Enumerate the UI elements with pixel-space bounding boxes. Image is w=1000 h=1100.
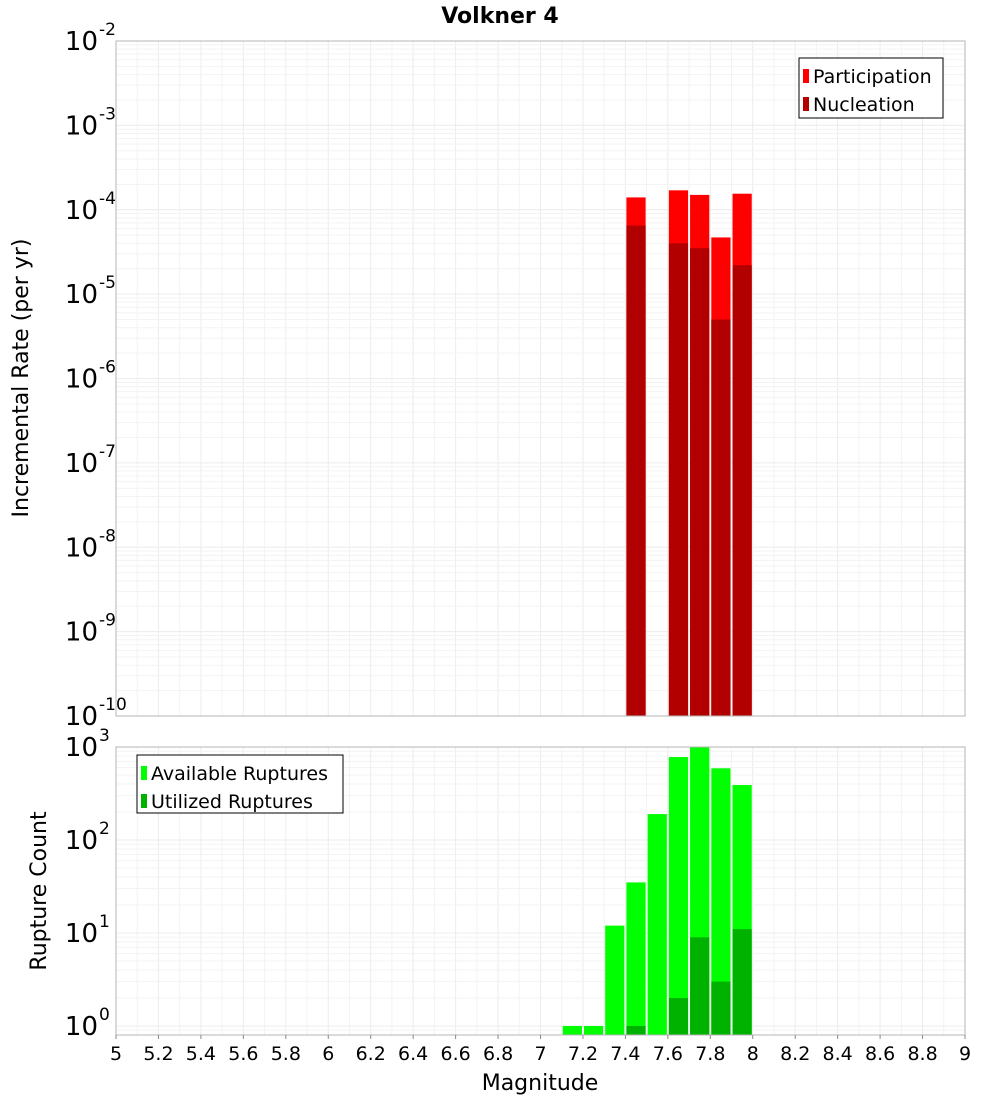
y-tick-label: 10 bbox=[65, 196, 98, 226]
x-tick-label: 6.8 bbox=[483, 1043, 513, 1065]
y-tick-label: 10 bbox=[65, 1012, 98, 1042]
x-tick-label: 7.6 bbox=[653, 1043, 683, 1065]
y-tick-exponent: -5 bbox=[99, 273, 116, 293]
x-tick-label: 7 bbox=[534, 1043, 546, 1065]
bar-utilized-ruptures bbox=[711, 981, 731, 1035]
bar-nucleation bbox=[732, 265, 752, 716]
x-tick-label: 6.6 bbox=[440, 1043, 470, 1065]
bar-nucleation bbox=[711, 319, 731, 716]
bar-nucleation bbox=[690, 248, 710, 717]
x-tick-label: 7.8 bbox=[695, 1043, 725, 1065]
y-tick-exponent: -8 bbox=[99, 526, 116, 546]
bar-utilized-ruptures bbox=[668, 997, 689, 1035]
legend-swatch bbox=[141, 794, 147, 808]
bar-available-ruptures bbox=[562, 1025, 582, 1035]
y-tick-exponent: 0 bbox=[99, 1005, 110, 1025]
bar-available-ruptures bbox=[626, 882, 646, 1035]
legend-box bbox=[798, 57, 944, 119]
legend-swatch bbox=[803, 97, 809, 111]
bar-available-ruptures bbox=[711, 768, 731, 1035]
chart-title: Volkner 4 bbox=[441, 4, 559, 29]
y-tick-label: 10 bbox=[65, 533, 98, 563]
legend-label: Available Ruptures bbox=[151, 763, 328, 785]
bar-available-ruptures bbox=[605, 925, 625, 1035]
x-tick-label: 7.2 bbox=[568, 1043, 598, 1065]
y-tick-exponent: -7 bbox=[99, 442, 116, 462]
bar-utilized-ruptures bbox=[732, 929, 752, 1035]
y-tick-label: 10 bbox=[65, 919, 98, 949]
y-tick-exponent: -6 bbox=[99, 358, 116, 378]
x-tick-label: 5.4 bbox=[186, 1043, 216, 1065]
y-tick-label: 10 bbox=[65, 365, 98, 395]
bottom-y-axis-label: Rupture Count bbox=[27, 811, 52, 971]
bar-available-ruptures bbox=[668, 757, 689, 1035]
bar-available-ruptures bbox=[647, 814, 667, 1035]
y-tick-label: 10 bbox=[65, 826, 98, 856]
x-tick-label: 6 bbox=[322, 1043, 334, 1065]
x-tick-label: 8.6 bbox=[865, 1043, 895, 1065]
x-tick-label: 5 bbox=[110, 1043, 122, 1065]
x-tick-label: 5.6 bbox=[228, 1043, 258, 1065]
y-tick-label: 10 bbox=[65, 733, 98, 763]
y-tick-label: 10 bbox=[65, 27, 98, 57]
bar-available-ruptures bbox=[583, 1025, 604, 1035]
y-tick-label: 10 bbox=[65, 618, 98, 648]
legend-swatch bbox=[803, 69, 809, 83]
legend-label: Participation bbox=[813, 66, 932, 88]
y-tick-exponent: 1 bbox=[99, 912, 110, 932]
y-tick-exponent: 3 bbox=[99, 726, 110, 746]
y-tick-exponent: -2 bbox=[99, 20, 116, 40]
legend-box bbox=[136, 754, 344, 814]
legend-label: Utilized Ruptures bbox=[151, 791, 313, 813]
bar-utilized-ruptures bbox=[690, 937, 710, 1035]
y-tick-exponent: -3 bbox=[99, 104, 116, 124]
x-tick-label: 8.2 bbox=[780, 1043, 810, 1065]
bar-utilized-ruptures bbox=[626, 1025, 646, 1035]
x-tick-label: 7.4 bbox=[610, 1043, 640, 1065]
x-axis-label: Magnitude bbox=[482, 1071, 599, 1096]
x-tick-label: 6.4 bbox=[398, 1043, 428, 1065]
y-tick-label: 10 bbox=[65, 449, 98, 479]
y-tick-exponent: -9 bbox=[99, 611, 116, 631]
x-tick-label: 5.2 bbox=[143, 1043, 173, 1065]
x-tick-label: 8 bbox=[747, 1043, 759, 1065]
legend-swatch bbox=[141, 766, 147, 780]
x-tick-label: 5.8 bbox=[271, 1043, 301, 1065]
y-tick-exponent: -10 bbox=[99, 695, 127, 715]
y-tick-exponent: -4 bbox=[99, 189, 116, 209]
y-tick-label: 10 bbox=[65, 280, 98, 310]
x-tick-label: 8.4 bbox=[823, 1043, 853, 1065]
top-plot-frame bbox=[115, 40, 966, 717]
top-y-axis-label: Incremental Rate (per yr) bbox=[9, 239, 34, 518]
x-tick-label: 8.8 bbox=[907, 1043, 937, 1065]
y-tick-label: 10 bbox=[65, 702, 98, 732]
bar-nucleation bbox=[626, 225, 646, 716]
y-tick-exponent: 2 bbox=[99, 819, 110, 839]
legend-label: Nucleation bbox=[813, 94, 915, 116]
x-tick-label: 9 bbox=[959, 1043, 971, 1065]
y-tick-label: 10 bbox=[65, 111, 98, 141]
x-tick-label: 6.2 bbox=[356, 1043, 386, 1065]
bar-nucleation bbox=[668, 243, 689, 717]
